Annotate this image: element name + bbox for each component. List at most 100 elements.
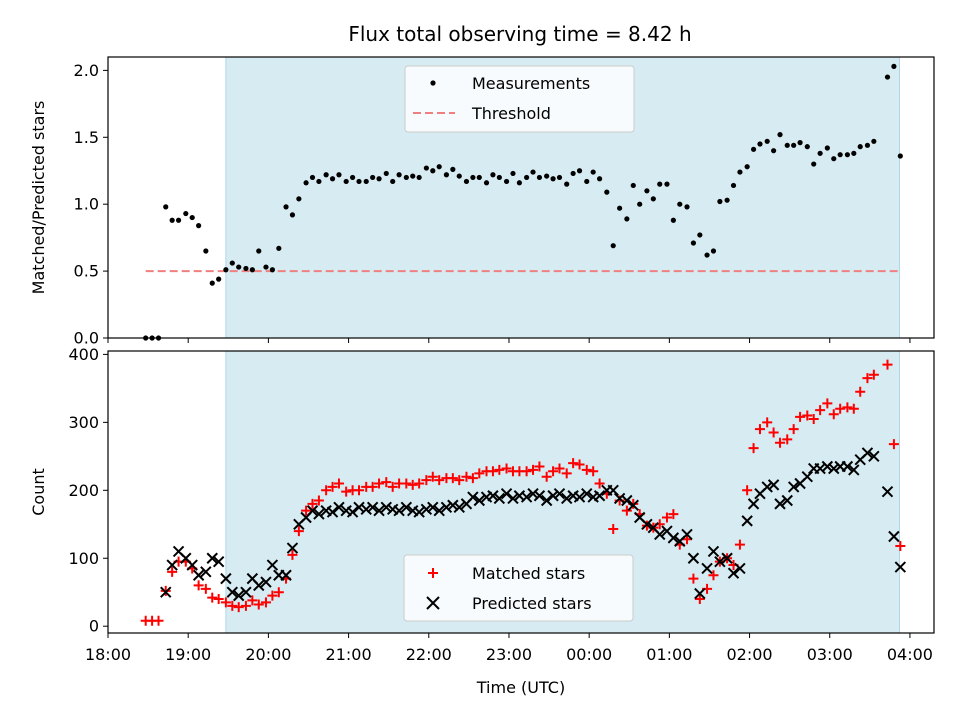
measurement-point (750, 146, 757, 152)
matched-point (521, 466, 532, 477)
matched-point (414, 478, 425, 489)
predicted-point (573, 491, 586, 503)
predicted-point (821, 460, 834, 473)
matched-point (694, 594, 705, 605)
legend-box (403, 554, 634, 622)
measurement-point (604, 189, 610, 195)
matched-point (688, 573, 699, 584)
matched-point (768, 427, 779, 438)
matched-point (321, 485, 332, 496)
measurement-point (356, 178, 362, 185)
xtick-label: 20:00 (245, 645, 291, 664)
measurement-point (309, 174, 316, 181)
predicted-point (861, 447, 874, 459)
predicted-point (581, 487, 593, 500)
measurement-point (630, 182, 636, 189)
measurement-point (670, 217, 676, 223)
measurement-point (516, 180, 522, 186)
matched-point (461, 471, 472, 482)
predicted-point (681, 528, 693, 541)
legend-measurements-label: Measurements (472, 74, 590, 93)
matched-point (313, 495, 324, 506)
measurement-point (269, 267, 275, 273)
measurement-point (283, 204, 289, 210)
matched-point (374, 478, 385, 489)
matched-point (494, 464, 505, 475)
measurement-point (704, 252, 710, 258)
measurement-point (229, 260, 235, 266)
predicted-point (707, 545, 720, 558)
predicted-point (787, 481, 800, 493)
matched-point (153, 615, 164, 626)
predicted-point (467, 491, 479, 503)
predicted-point (366, 501, 379, 513)
measurement-point (536, 174, 543, 181)
measurement-point (450, 166, 456, 172)
measurement-point (416, 174, 422, 181)
predicted-point (627, 499, 639, 511)
measurement-point (524, 174, 530, 181)
predicted-point (260, 576, 272, 588)
predicted-point (313, 508, 325, 520)
predicted-point (801, 471, 814, 483)
predicted-point (353, 501, 365, 513)
predicted-point (400, 501, 413, 513)
matched-point (307, 498, 318, 509)
measurement-point (610, 243, 616, 249)
matched-point (454, 475, 465, 486)
measurement-point (363, 178, 369, 185)
measurement-point (811, 161, 817, 167)
matched-point (754, 424, 765, 435)
matched-point (220, 597, 231, 608)
measurement-point (243, 265, 249, 272)
legend-matched-label: Matched stars (472, 564, 585, 583)
xtick-label: 22:00 (406, 645, 452, 664)
measurement-point (544, 173, 550, 179)
matched-point (594, 478, 605, 489)
matched-point (822, 398, 833, 409)
bottom-legend: Matched stars Predicted stars (403, 554, 634, 622)
legend-measurements-marker (430, 80, 436, 86)
measurement-point (690, 240, 697, 246)
top-series-0 (143, 63, 903, 341)
matched-point (788, 424, 799, 435)
matched-point (668, 509, 679, 520)
matched-point (748, 443, 759, 454)
predicted-point (266, 559, 279, 571)
xtick-label: 19:00 (165, 645, 211, 664)
predicted-point (420, 503, 433, 516)
measurement-point (871, 138, 877, 144)
measurement-point (644, 188, 650, 194)
predicted-point (166, 559, 178, 571)
matched-point (240, 600, 251, 611)
xlabel: Time (UTC) (476, 678, 565, 697)
legend-matched-marker (428, 568, 438, 578)
measurement-point (717, 198, 723, 205)
matched-point (534, 461, 545, 472)
matched-point (895, 541, 906, 552)
predicted-point (192, 569, 205, 581)
measurement-point (490, 172, 496, 178)
predicted-point (346, 506, 359, 518)
matched-point (808, 413, 819, 424)
measurement-point (276, 245, 282, 251)
measurement-point (556, 174, 563, 181)
predicted-point (500, 487, 513, 500)
top-legend: Measurements Threshold (404, 65, 635, 133)
matched-point (541, 471, 552, 482)
measurement-point (650, 196, 656, 202)
measurement-point (697, 232, 703, 238)
matched-point (882, 359, 893, 370)
measurement-point (570, 170, 576, 177)
measurement-point (596, 176, 603, 182)
predicted-point (654, 528, 666, 541)
measurement-point (256, 248, 262, 254)
matched-point (487, 466, 498, 477)
matched-point (501, 463, 512, 474)
measurement-point (236, 264, 242, 270)
predicted-point (667, 532, 680, 544)
measurement-point (456, 173, 462, 179)
matched-point (574, 459, 585, 470)
top-ytick-label: 1.0 (74, 195, 99, 214)
predicted-point (160, 586, 172, 598)
